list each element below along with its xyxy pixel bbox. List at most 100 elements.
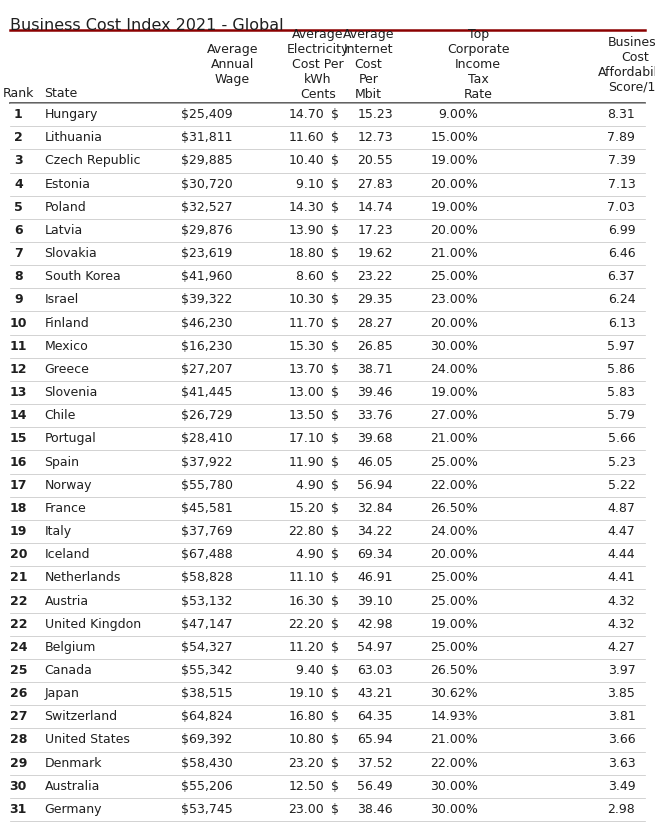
Text: $45,581: $45,581 — [181, 502, 233, 515]
Text: $: $ — [331, 664, 339, 677]
Text: 8.60: 8.60 — [292, 270, 324, 283]
Text: Portugal: Portugal — [45, 432, 96, 445]
Text: $55,342: $55,342 — [181, 664, 233, 677]
Text: 5.83: 5.83 — [607, 386, 635, 399]
Text: $69,392: $69,392 — [181, 734, 233, 746]
Text: Average
Internet
Cost
Per
Mbit: Average Internet Cost Per Mbit — [343, 28, 394, 101]
Text: Israel: Israel — [45, 293, 79, 307]
Text: $: $ — [331, 409, 339, 422]
Text: $: $ — [331, 386, 339, 399]
Text: $37,922: $37,922 — [181, 455, 233, 469]
Text: $: $ — [331, 548, 339, 561]
Text: 7.89: 7.89 — [607, 131, 635, 145]
Text: $16,230: $16,230 — [181, 340, 233, 352]
Text: 22: 22 — [10, 617, 27, 631]
Text: 30.00%: 30.00% — [430, 340, 478, 352]
Text: $: $ — [331, 757, 339, 770]
Text: State: State — [45, 86, 78, 100]
Text: 12.73: 12.73 — [358, 131, 393, 145]
Text: Austria: Austria — [45, 594, 88, 607]
Text: Greece: Greece — [45, 363, 90, 376]
Text: 14.74: 14.74 — [358, 201, 393, 214]
Text: Czech Republic: Czech Republic — [45, 155, 140, 167]
Text: 56.94: 56.94 — [358, 479, 393, 492]
Text: 25: 25 — [10, 664, 27, 677]
Text: 5.97: 5.97 — [607, 340, 635, 352]
Text: $: $ — [331, 340, 339, 352]
Text: 3.49: 3.49 — [608, 779, 635, 793]
Text: $29,885: $29,885 — [181, 155, 233, 167]
Text: 5: 5 — [14, 201, 23, 214]
Text: 10.30: 10.30 — [288, 293, 324, 307]
Text: 23.22: 23.22 — [358, 270, 393, 283]
Text: 4.47: 4.47 — [608, 525, 635, 538]
Text: 39.68: 39.68 — [358, 432, 393, 445]
Text: 6.46: 6.46 — [608, 247, 635, 260]
Text: 22: 22 — [10, 594, 27, 607]
Text: $: $ — [331, 572, 339, 584]
Text: 2: 2 — [14, 131, 23, 145]
Text: 19.00%: 19.00% — [430, 155, 478, 167]
Text: 7.13: 7.13 — [608, 178, 635, 190]
Text: Netherlands: Netherlands — [45, 572, 121, 584]
Text: 27.83: 27.83 — [357, 178, 393, 190]
Text: 37.52: 37.52 — [357, 757, 393, 770]
Text: $: $ — [331, 779, 339, 793]
Text: 56.49: 56.49 — [358, 779, 393, 793]
Text: 17.10: 17.10 — [288, 432, 324, 445]
Text: 23.00: 23.00 — [288, 803, 324, 816]
Text: 12.50: 12.50 — [288, 779, 324, 793]
Text: $: $ — [331, 687, 339, 701]
Text: 19.00%: 19.00% — [430, 386, 478, 399]
Text: $25,409: $25,409 — [181, 108, 233, 121]
Text: $: $ — [331, 594, 339, 607]
Text: Estonia: Estonia — [45, 178, 90, 190]
Text: 25.00%: 25.00% — [430, 572, 478, 584]
Text: 29.35: 29.35 — [358, 293, 393, 307]
Text: 19.10: 19.10 — [289, 687, 324, 701]
Text: $55,206: $55,206 — [181, 779, 233, 793]
Text: Poland: Poland — [45, 201, 86, 214]
Text: 20.00%: 20.00% — [430, 317, 478, 330]
Text: $: $ — [331, 525, 339, 538]
Text: Hungary: Hungary — [45, 108, 98, 121]
Text: 3.81: 3.81 — [608, 711, 635, 723]
Text: 38.46: 38.46 — [358, 803, 393, 816]
Text: Italy: Italy — [45, 525, 71, 538]
Text: $: $ — [331, 617, 339, 631]
Text: Belgium: Belgium — [45, 641, 96, 654]
Text: $: $ — [331, 803, 339, 816]
Text: 9.10: 9.10 — [293, 178, 324, 190]
Text: $46,230: $46,230 — [181, 317, 233, 330]
Text: 11.70: 11.70 — [288, 317, 324, 330]
Text: 11.90: 11.90 — [289, 455, 324, 469]
Text: 16: 16 — [10, 455, 27, 469]
Text: 19.62: 19.62 — [358, 247, 393, 260]
Text: Business
Cost
Affordability
Score/10: Business Cost Affordability Score/10 — [597, 36, 655, 94]
Text: 20: 20 — [10, 548, 27, 561]
Text: Average
Electricity
Cost Per
kWh
Cents: Average Electricity Cost Per kWh Cents — [286, 28, 349, 101]
Text: $: $ — [331, 479, 339, 492]
Text: 21: 21 — [10, 572, 27, 584]
Text: $64,824: $64,824 — [181, 711, 233, 723]
Text: 5.86: 5.86 — [607, 363, 635, 376]
Text: 24.00%: 24.00% — [430, 525, 478, 538]
Text: 6.37: 6.37 — [608, 270, 635, 283]
Text: 30: 30 — [10, 779, 27, 793]
Text: Average
Annual
Wage: Average Annual Wage — [207, 43, 258, 86]
Text: 22.00%: 22.00% — [430, 479, 478, 492]
Text: $58,828: $58,828 — [181, 572, 233, 584]
Text: $23,619: $23,619 — [181, 247, 233, 260]
Text: Canada: Canada — [45, 664, 92, 677]
Text: 11.60: 11.60 — [289, 131, 324, 145]
Text: 22.00%: 22.00% — [430, 757, 478, 770]
Text: 43.21: 43.21 — [358, 687, 393, 701]
Text: 5.66: 5.66 — [608, 432, 635, 445]
Text: 46.05: 46.05 — [357, 455, 393, 469]
Text: 25.00%: 25.00% — [430, 641, 478, 654]
Text: 4.32: 4.32 — [608, 594, 635, 607]
Text: 4.32: 4.32 — [608, 617, 635, 631]
Text: 13.90: 13.90 — [289, 224, 324, 237]
Text: Norway: Norway — [45, 479, 92, 492]
Text: 4: 4 — [14, 178, 23, 190]
